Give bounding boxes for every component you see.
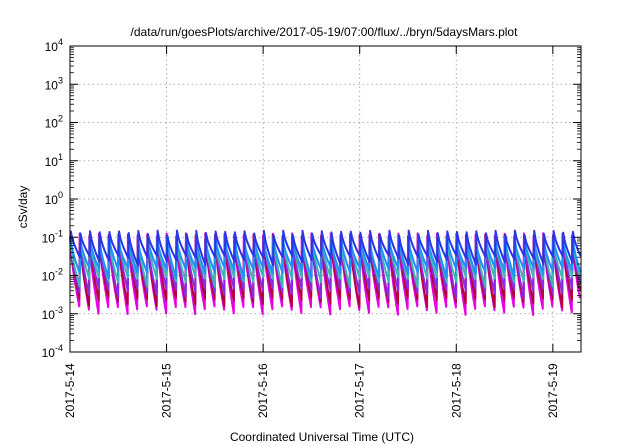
x-tick-label: 2017-5-16 <box>256 363 270 418</box>
y-tick-label: 104 <box>45 37 63 54</box>
x-tick-label: 2017-5-18 <box>449 363 463 418</box>
x-axis-ticks: 2017-5-14 2017-5-15 2017-5-16 2017-5-17 2017… <box>63 46 560 418</box>
y-axis-label: cSv/day <box>16 186 30 229</box>
y-tick-label: 102 <box>45 114 63 131</box>
y-tick-label: 10-2 <box>42 267 63 284</box>
y-axis-ticks: 10-4 10-3 10-2 10-1 100 101 102 103 104 <box>42 37 581 360</box>
series-group <box>69 229 582 317</box>
x-tick-label: 2017-5-14 <box>63 363 77 418</box>
x-axis-label: Coordinated Universal Time (UTC) <box>230 430 414 444</box>
y-tick-label: 101 <box>45 152 63 169</box>
y-tick-label: 10-4 <box>42 343 63 360</box>
grid <box>70 46 581 352</box>
y-tick-label: 103 <box>45 75 63 92</box>
x-tick-label: 2017-5-19 <box>546 363 560 418</box>
x-tick-label: 2017-5-15 <box>160 363 174 418</box>
x-tick-label: 2017-5-17 <box>353 363 367 418</box>
y-tick-label: 10-1 <box>42 228 63 245</box>
chart-title: /data/run/goesPlots/archive/2017-05-19/0… <box>131 25 519 39</box>
series-line <box>69 229 582 267</box>
y-tick-label: 100 <box>45 190 63 207</box>
y-tick-label: 10-3 <box>42 305 63 322</box>
